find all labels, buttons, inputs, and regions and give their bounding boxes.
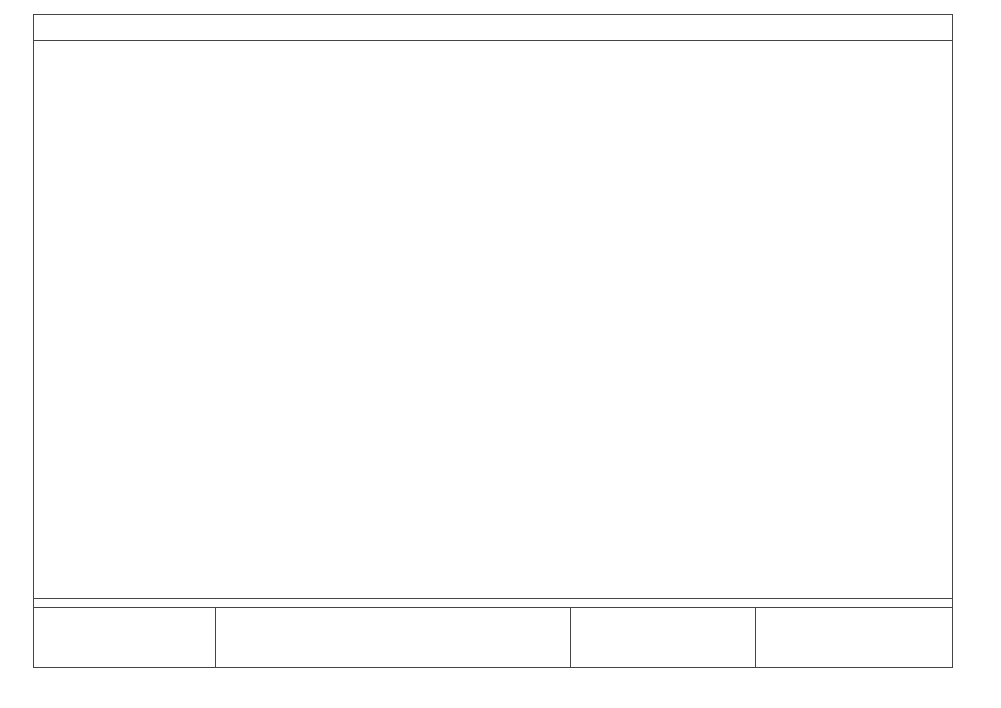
legend: [34, 608, 216, 667]
title-block: [216, 608, 571, 667]
table-header: [34, 15, 952, 41]
gantt-overlay: [473, 41, 952, 599]
sheet-frame: [33, 14, 953, 668]
group-stripe-rail: [34, 41, 47, 598]
table-body: [34, 41, 952, 599]
revision-table: [756, 608, 952, 667]
footer: [34, 607, 952, 667]
project-info: [571, 608, 756, 667]
